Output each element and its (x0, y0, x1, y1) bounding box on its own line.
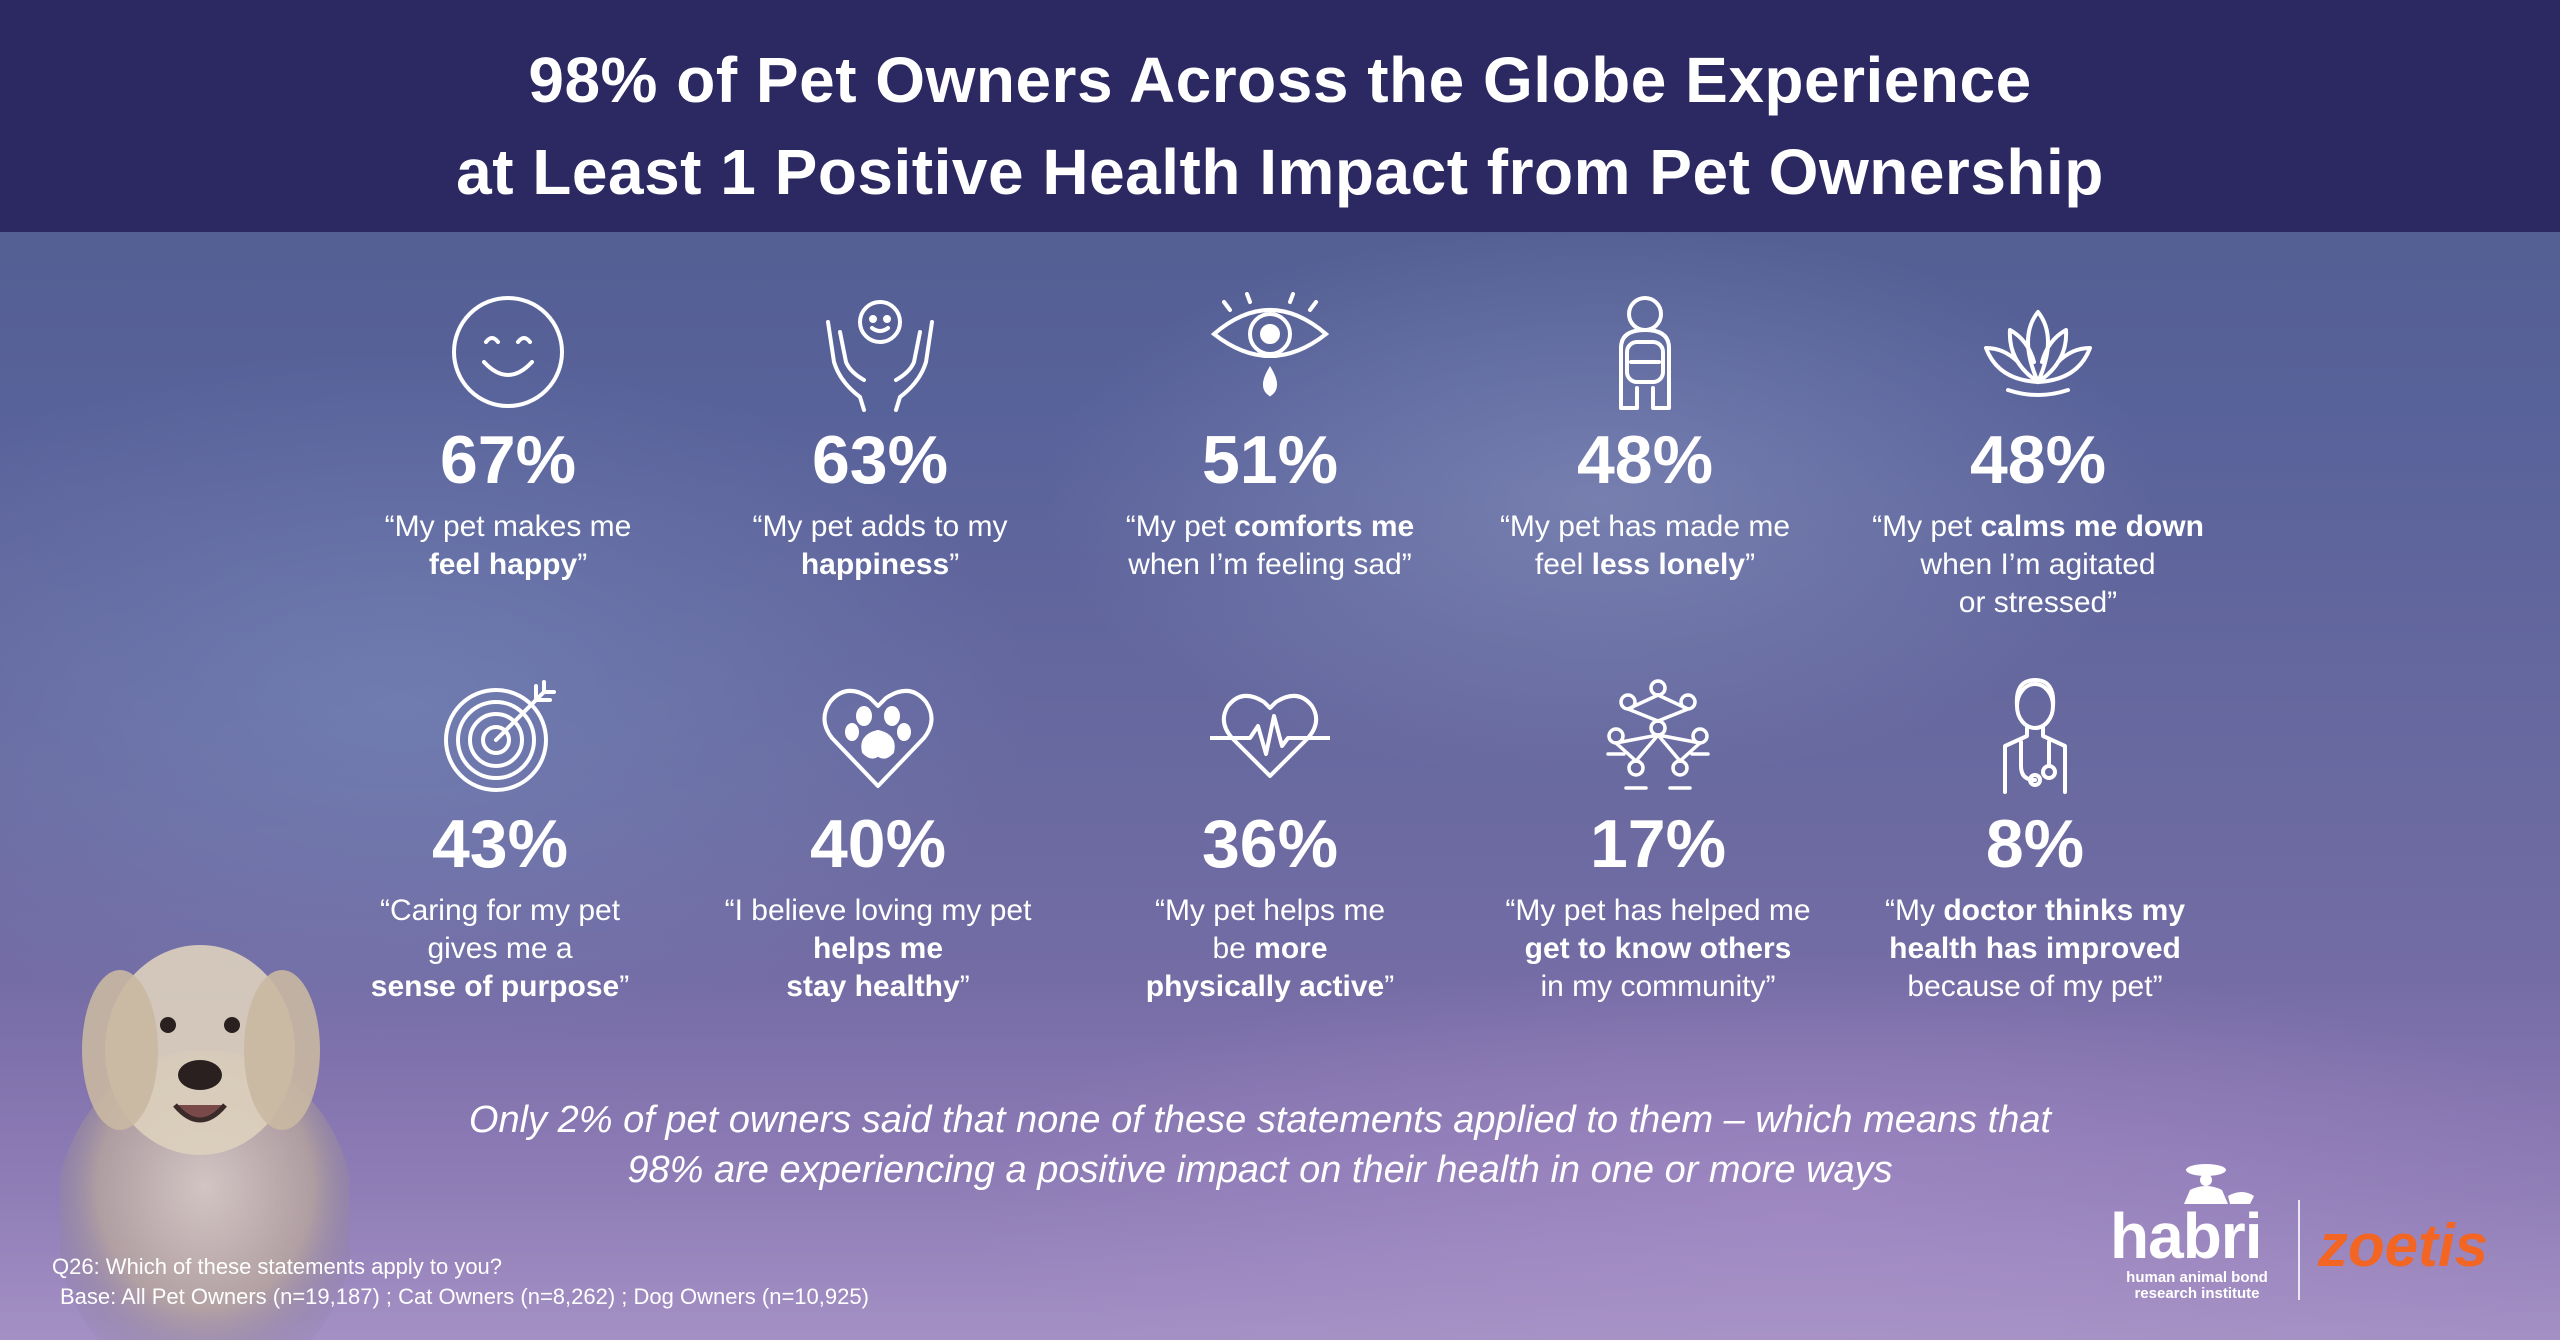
logo-divider (2298, 1200, 2300, 1300)
stat-percentage: 67% (439, 422, 577, 498)
quote-line: “My pet has made me (1499, 510, 1791, 543)
summary-statement: Only 2% of pet owners said that none of … (300, 1095, 2220, 1195)
habri-logo: habri (2110, 1200, 2262, 1272)
community-network-icon (1606, 679, 1710, 790)
quote-line: “My pet helps me (1154, 894, 1386, 927)
stat-percentage: 43% (431, 806, 569, 882)
quote-bold: more (1254, 932, 1328, 965)
page-title: 98% of Pet Owners Across the Globe Exper… (0, 34, 2560, 218)
quote-bold: feel happy (428, 548, 578, 581)
stat-comforts-me: 51% “My pet comforts me when I’m feeling… (1080, 292, 1460, 584)
quote-bold: comforts me (1234, 510, 1415, 543)
quote-line: “I believe loving my pet (724, 894, 1032, 927)
stat-feel-happy: 67% “My pet makes me feel happy” (318, 292, 698, 584)
stat-quote: “My doctor thinks my health has improved… (1845, 892, 2225, 1006)
quote-end: ” (577, 548, 588, 581)
stat-less-lonely: 48% “My pet has made me feel less lonely… (1455, 292, 1835, 584)
footnote-base: Base: All Pet Owners (n=19,187) ; Cat Ow… (60, 1284, 869, 1309)
stat-know-others: 17% “My pet has helped me get to know ot… (1468, 676, 1848, 1006)
heartbeat-icon (1210, 694, 1330, 778)
quote-line: “My pet (1125, 510, 1226, 543)
title-line-1: 98% of Pet Owners Across the Globe Exper… (528, 44, 2032, 116)
stat-doctor-thinks: 8% “My doctor thinks my health has impro… (1845, 676, 2225, 1006)
stat-quote: “My pet adds to my happiness” (690, 508, 1070, 584)
quote-end: because of my pet” (1907, 970, 2163, 1003)
stat-percentage: 51% (1201, 422, 1339, 498)
stat-quote: “My pet makes me feel happy” (318, 508, 698, 584)
quote-end: ” (619, 970, 630, 1003)
stat-happiness: 63% “My pet adds to my happiness” (690, 292, 1070, 584)
quote-bold-2: physically active (1145, 970, 1385, 1003)
quote-end: ” (1745, 548, 1756, 581)
stat-percentage: 48% (1576, 422, 1714, 498)
quote-line-2: when I’m agitated (1920, 548, 2156, 581)
background-grass (0, 980, 2560, 1340)
title-line-2: at Least 1 Positive Health Impact from P… (456, 136, 2104, 208)
dog-image (60, 945, 350, 1340)
stat-calms-me-down: 48% “My pet calms me down when I’m agita… (1848, 292, 2228, 622)
stat-quote: “My pet has made me feel less lonely” (1455, 508, 1835, 584)
quote-bold-2: stay healthy (786, 970, 960, 1003)
stat-quote: “Caring for my pet gives me a sense of p… (310, 892, 690, 1006)
stat-quote: “My pet calms me down when I’m agitated … (1848, 508, 2228, 622)
quote-bold-2: health has improved (1889, 932, 2181, 965)
quote-bold: doctor thinks my (1943, 894, 2186, 927)
stat-stay-healthy: 40% “I believe loving my pet helps me st… (688, 676, 1068, 1006)
habri-dog-person-icon (2184, 1164, 2254, 1204)
quote-end: ” (959, 970, 970, 1003)
paw-heart-icon (822, 689, 934, 788)
title-banner (0, 0, 2560, 232)
stat-sense-of-purpose: 43% “Caring for my pet gives me a sense … (310, 676, 690, 1006)
hands-holding-person-icon (826, 300, 934, 412)
stat-percentage: 36% (1201, 806, 1339, 882)
zoetis-logo: zoetis (2318, 1212, 2489, 1279)
smiley-face-icon (452, 296, 564, 408)
stat-percentage: 8% (1985, 806, 2085, 882)
habri-tagline: human animal bond research institute (2112, 1270, 2282, 1302)
sponsor-logos: habri human animal bond research institu… (2100, 1160, 2520, 1310)
quote-bold: less lonely (1591, 548, 1746, 581)
quote-line-3: or stressed” (1958, 586, 2118, 619)
stat-quote: “My pet comforts me when I’m feeling sad… (1080, 508, 1460, 584)
quote-end: when I’m feeling sad” (1128, 548, 1412, 581)
stat-percentage: 63% (811, 422, 949, 498)
summary-line-1: Only 2% of pet owners said that none of … (468, 1099, 2052, 1141)
quote-bold: helps me (812, 932, 944, 965)
quote-bold: sense of purpose (370, 970, 620, 1003)
lonely-person-icon (1619, 296, 1671, 410)
lotus-icon (1984, 310, 2092, 397)
target-icon (444, 680, 556, 792)
summary-line-2: 98% are experiencing a positive impact o… (627, 1149, 1893, 1191)
crying-eye-icon (1210, 292, 1330, 397)
quote-mid: gives me a (427, 932, 573, 965)
doctor-icon (2003, 678, 2067, 794)
footnote-question: Q26: Which of these statements apply to … (52, 1254, 503, 1279)
quote-end: ” (1384, 970, 1395, 1003)
quote-bold: calms me down (1980, 510, 2204, 543)
quote-bold: happiness (800, 548, 950, 581)
stat-physically-active: 36% “My pet helps me be more physically … (1080, 676, 1460, 1006)
quote-line: “My pet makes me (384, 510, 632, 543)
stat-percentage: 48% (1969, 422, 2107, 498)
quote-line: “My pet adds to my (752, 510, 1008, 543)
habri-tagline-1: human animal bond (2126, 1269, 2268, 1286)
quote-mid: be (1212, 932, 1246, 965)
stat-quote: “I believe loving my pet helps me stay h… (688, 892, 1068, 1006)
stat-quote: “My pet helps me be more physically acti… (1080, 892, 1460, 1006)
quote-end: in my community” (1540, 970, 1776, 1003)
quote-line: “My (1884, 894, 1935, 927)
quote-line: “My pet has helped me (1505, 894, 1811, 927)
habri-tagline-2: research institute (2134, 1285, 2260, 1302)
stat-percentage: 17% (1589, 806, 1727, 882)
stat-quote: “My pet has helped me get to know others… (1468, 892, 1848, 1006)
quote-mid: feel (1534, 548, 1584, 581)
stat-percentage: 40% (809, 806, 947, 882)
quote-bold: get to know others (1524, 932, 1792, 965)
footnote: Q26: Which of these statements apply to … (52, 1252, 869, 1312)
quote-end: ” (949, 548, 960, 581)
quote-line: “Caring for my pet (379, 894, 621, 927)
quote-line: “My pet (1872, 510, 1973, 543)
